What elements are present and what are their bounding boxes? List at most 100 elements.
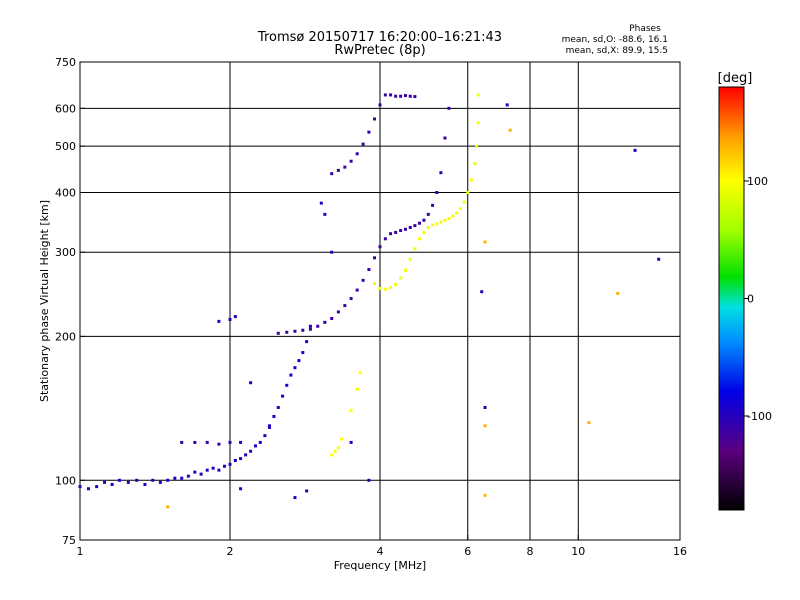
y-tick-label-0: 75	[62, 534, 76, 547]
data-point-s5-23	[473, 161, 477, 165]
data-point-s4-1	[336, 168, 340, 172]
data-point-s0-14	[186, 474, 190, 478]
data-point-s1-2	[276, 405, 280, 409]
data-point-s1-1	[272, 414, 276, 418]
data-point-s3-30	[447, 106, 451, 110]
data-point-s5-4	[394, 282, 398, 286]
data-point-s5-12	[431, 223, 435, 227]
data-point-s4-14	[408, 94, 412, 98]
data-point-s8-3	[508, 128, 512, 132]
y-tick-label-3: 300	[55, 246, 76, 259]
data-point-s3-15	[378, 245, 382, 249]
data-point-s4-0	[330, 172, 334, 176]
data-point-s8-4	[587, 421, 591, 425]
x-tick-label-6: 16	[673, 545, 687, 558]
data-point-s4-4	[355, 152, 359, 156]
data-point-s5-25	[476, 121, 480, 125]
data-point-s0-23	[239, 457, 243, 461]
data-point-s0-27	[258, 440, 262, 444]
phases-x-line: mean, sd,X: 89.9, 15.5	[566, 46, 668, 56]
data-point-s3-2	[293, 329, 297, 333]
data-point-s3-13	[367, 268, 371, 272]
colorbar-label: [deg]	[718, 71, 753, 86]
data-point-s7-11	[249, 381, 253, 385]
data-point-s6-4	[349, 408, 353, 412]
data-point-s5-21	[466, 190, 470, 194]
data-point-s3-23	[417, 221, 421, 225]
data-point-s5-11	[426, 225, 430, 229]
data-point-s0-9	[151, 478, 155, 482]
data-point-s5-15	[443, 218, 447, 222]
data-point-s1-9	[305, 340, 309, 344]
y-axis-label: Stationary phase Virtual Height [km]	[38, 200, 51, 402]
data-point-s3-1	[285, 330, 289, 334]
data-point-s3-0	[276, 331, 280, 335]
data-point-s3-16	[383, 237, 387, 241]
data-point-s3-6	[323, 320, 327, 324]
data-point-s1-6	[293, 366, 297, 370]
data-point-s4-6	[367, 130, 371, 134]
data-point-s3-18	[394, 230, 398, 234]
data-point-s0-24	[244, 453, 248, 457]
phases-title: Phases	[629, 24, 661, 34]
data-point-s0-15	[193, 470, 197, 474]
data-point-s0-21	[228, 462, 232, 466]
data-point-s8-1	[483, 424, 487, 428]
data-point-s5-3	[389, 286, 393, 290]
data-point-s3-19	[399, 229, 403, 233]
x-tick-label-4: 8	[527, 545, 534, 558]
x-tick-label-5: 10	[571, 545, 585, 558]
data-point-s4-8	[378, 103, 382, 107]
data-point-s3-17	[389, 232, 393, 236]
x-tick-label-1: 2	[227, 545, 234, 558]
data-point-s5-24	[475, 144, 479, 148]
data-point-s0-29	[267, 425, 271, 429]
data-point-s3-11	[355, 288, 359, 292]
data-point-s7-3	[349, 440, 353, 444]
data-point-s5-16	[447, 216, 451, 220]
phases-o-line: mean, sd,O: -88.6, 16.1	[562, 35, 668, 45]
data-point-s5-20	[462, 200, 466, 204]
data-point-s8-5	[616, 291, 620, 295]
data-point-s2-1	[193, 440, 197, 444]
y-tick-labels: 75 100 200 300 400 500 600 750	[55, 56, 85, 547]
data-point-s0-13	[180, 476, 184, 480]
y-tick-label-7: 750	[55, 56, 76, 69]
data-point-s4-3	[349, 159, 353, 163]
data-point-s4-9	[383, 93, 387, 97]
y-tick-label-5: 500	[55, 140, 76, 153]
data-point-s7-9	[305, 489, 309, 493]
data-point-s4-11	[394, 94, 398, 98]
data-point-s3-12	[361, 278, 365, 282]
x-tick-label-0: 1	[77, 545, 84, 558]
data-point-s0-16	[199, 472, 203, 476]
data-point-s1-3	[281, 394, 285, 398]
data-point-s1-0	[267, 424, 271, 428]
data-point-s0-18	[211, 466, 215, 470]
data-point-s5-1	[378, 286, 382, 290]
data-point-s7-1	[323, 212, 327, 216]
data-point-s3-14	[373, 256, 377, 260]
data-point-s5-7	[408, 257, 412, 261]
data-point-s3-21	[408, 225, 412, 229]
data-point-s1-10	[308, 324, 312, 328]
data-point-s3-22	[413, 224, 417, 228]
data-point-s7-0	[319, 201, 323, 205]
data-point-s0-26	[253, 444, 257, 448]
data-point-s1-8	[301, 351, 305, 355]
colorbar-tick-label-1: 0	[747, 293, 754, 306]
chart-title-line1: Tromsø 20150717 16:20:00–16:21:43	[257, 30, 502, 45]
data-point-s0-2	[95, 485, 99, 489]
data-point-s3-26	[431, 203, 435, 207]
data-point-s8-6	[166, 505, 170, 509]
data-point-s5-6	[403, 268, 407, 272]
x-tick-labels: 1 2 4 6 8 10 16	[77, 535, 687, 558]
data-point-s2-2	[205, 440, 209, 444]
data-point-s3-20	[403, 227, 407, 231]
data-point-s7-8	[293, 496, 297, 500]
data-point-s0-7	[135, 478, 139, 482]
colorbar-tick-label-0: -100	[747, 410, 772, 423]
data-point-s5-9	[417, 237, 421, 241]
data-point-s3-25	[426, 212, 430, 216]
data-point-s6-0	[330, 453, 334, 457]
